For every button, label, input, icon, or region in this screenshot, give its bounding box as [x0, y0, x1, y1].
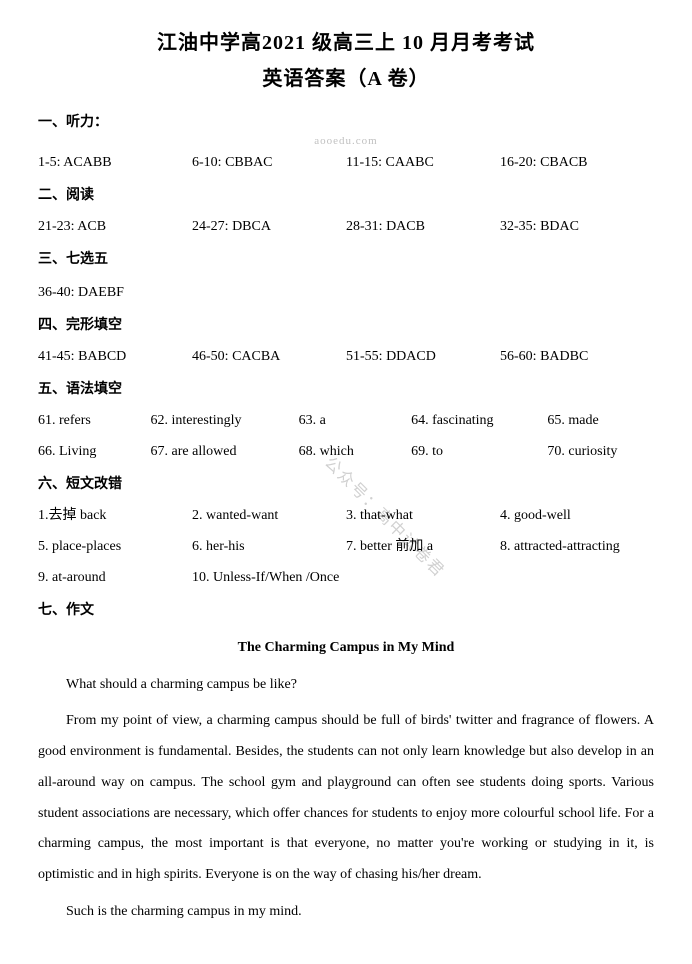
answer-cell: 21-23: ACB: [38, 216, 192, 237]
correction-cell: 5. place-places: [38, 536, 192, 557]
listening-row: 1-5: ACABB 6-10: CBBAC 11-15: CAABC 16-2…: [38, 152, 654, 173]
essay-paragraph-1: What should a charming campus be like?: [38, 670, 654, 701]
grammar-cell: 62. interestingly: [151, 410, 299, 431]
correction-cell: 8. attracted-attracting: [500, 536, 654, 557]
answer-cell: 16-20: CBACB: [500, 152, 654, 173]
grammar-cell: 69. to: [411, 441, 547, 462]
correction-cell: [531, 567, 654, 588]
main-title: 江油中学高2021 级高三上 10 月月考考试: [38, 28, 654, 58]
grammar-row-2: 66. Living 67. are allowed 68. which 69.…: [38, 441, 654, 462]
grammar-row-1: 61. refers 62. interestingly 63. a 64. f…: [38, 410, 654, 431]
answer-cell: 1-5: ACABB: [38, 152, 192, 173]
grammar-header: 五、语法填空: [38, 379, 654, 400]
watermark-small: aooedu.com: [38, 133, 654, 150]
answer-cell: 41-45: BABCD: [38, 346, 192, 367]
correction-cell: 3. that-what: [346, 505, 500, 526]
correction-cell: 6. her-his: [192, 536, 346, 557]
seven-five-header: 三、七选五: [38, 249, 654, 270]
content-wrapper: 江油中学高2021 级高三上 10 月月考考试 英语答案（A 卷） 一、听力： …: [38, 28, 654, 928]
grammar-cell: 66. Living: [38, 441, 151, 462]
answer-cell: 24-27: DBCA: [192, 216, 346, 237]
answer-cell: 28-31: DACB: [346, 216, 500, 237]
essay-paragraph-2: From my point of view, a charming campus…: [38, 706, 654, 891]
grammar-cell: 61. refers: [38, 410, 151, 431]
correction-row-2: 5. place-places 6. her-his 7. better 前加 …: [38, 536, 654, 557]
subtitle: 英语答案（A 卷）: [38, 64, 654, 94]
grammar-cell: 65. made: [547, 410, 654, 431]
correction-header: 六、短文改错: [38, 474, 654, 495]
correction-cell: 1.去掉 back: [38, 505, 192, 526]
seven-five-answer: 36-40: DAEBF: [38, 282, 654, 303]
listening-header: 一、听力：: [38, 112, 654, 133]
correction-row-1: 1.去掉 back 2. wanted-want 3. that-what 4.…: [38, 505, 654, 526]
answer-cell: 51-55: DDACD: [346, 346, 500, 367]
correction-row-3: 9. at-around 10. Unless-If/When /Once: [38, 567, 654, 588]
cloze-header: 四、完形填空: [38, 315, 654, 336]
grammar-cell: 68. which: [299, 441, 412, 462]
answer-cell: 32-35: BDAC: [500, 216, 654, 237]
answer-cell: 11-15: CAABC: [346, 152, 500, 173]
correction-cell: 10. Unless-If/When /Once: [192, 567, 408, 588]
correction-cell: 9. at-around: [38, 567, 192, 588]
answer-cell: 46-50: CACBA: [192, 346, 346, 367]
reading-header: 二、阅读: [38, 185, 654, 206]
essay-paragraph-3: Such is the charming campus in my mind.: [38, 897, 654, 928]
cloze-row: 41-45: BABCD 46-50: CACBA 51-55: DDACD 5…: [38, 346, 654, 367]
correction-cell: 4. good-well: [500, 505, 654, 526]
correction-cell: 7. better 前加 a: [346, 536, 500, 557]
correction-cell: [408, 567, 531, 588]
grammar-cell: 64. fascinating: [411, 410, 547, 431]
page-container: 公众号：高中试卷君 江油中学高2021 级高三上 10 月月考考试 英语答案（A…: [38, 28, 654, 928]
essay-title: The Charming Campus in My Mind: [38, 637, 654, 658]
answer-cell: 6-10: CBBAC: [192, 152, 346, 173]
answer-cell: 56-60: BADBC: [500, 346, 654, 367]
correction-cell: 2. wanted-want: [192, 505, 346, 526]
reading-row: 21-23: ACB 24-27: DBCA 28-31: DACB 32-35…: [38, 216, 654, 237]
essay-header: 七、作文: [38, 600, 654, 621]
grammar-cell: 63. a: [299, 410, 412, 431]
grammar-cell: 67. are allowed: [151, 441, 299, 462]
grammar-cell: 70. curiosity: [547, 441, 654, 462]
